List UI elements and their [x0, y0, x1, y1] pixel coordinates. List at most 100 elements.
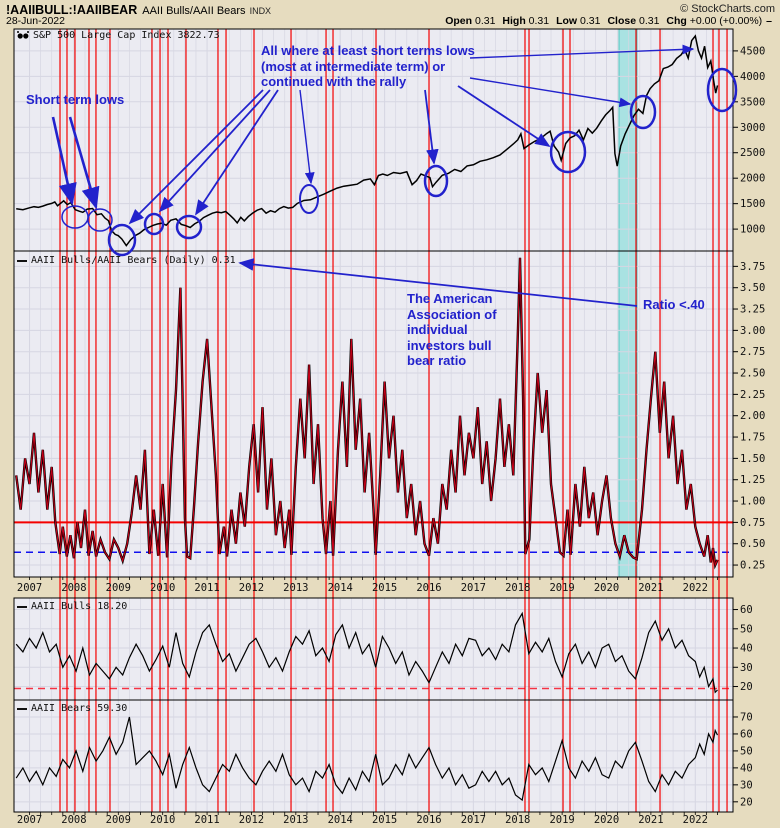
y-tick-label: 40 — [740, 643, 753, 655]
line-sample-icon — [17, 605, 27, 608]
x-year-label: 2010 — [150, 582, 175, 594]
chart-subheader: 28-Jun-2022 Open 0.31 High 0.31 Low 0.31 Cl… — [6, 15, 776, 28]
close-label: Close — [607, 15, 637, 27]
chart-date: 28-Jun-2022 — [6, 15, 65, 27]
x-year-label: 2020 — [594, 814, 619, 826]
x-year-label: 2017 — [461, 814, 486, 826]
bulls-legend: AAII Bulls 18.20 — [17, 601, 127, 612]
chart-header: !AAIIBULL:!AAIIBEAR AAII Bulls/AAII Bears… — [6, 1, 776, 17]
y-tick-label: 40 — [740, 762, 753, 774]
y-tick-label: 3.75 — [740, 261, 765, 273]
y-tick-label: 2.25 — [740, 389, 765, 401]
circled-low-annotation — [423, 164, 449, 198]
y-tick-label: 4500 — [740, 45, 765, 57]
x-year-label: 2022 — [683, 814, 708, 826]
rally-note-line3: continued with the rally — [261, 74, 407, 90]
legend-line-icon: – — [766, 15, 772, 27]
circled-low-annotation — [706, 67, 738, 113]
annotation-arrow — [158, 89, 271, 213]
x-year-label: 2019 — [549, 814, 574, 826]
x-year-label: 2020 — [594, 582, 619, 594]
x-year-label: 2014 — [328, 814, 353, 826]
aaii-note-line3: individual — [407, 322, 468, 338]
low-value: 0.31 — [580, 15, 601, 27]
annotation-arrow — [299, 89, 315, 185]
aaii-note-line5: bear ratio — [407, 353, 467, 369]
x-year-label: 2011 — [194, 582, 219, 594]
y-tick-label: 2.50 — [740, 368, 765, 380]
x-year-label: 2009 — [106, 814, 131, 826]
close-value: 0.31 — [638, 15, 660, 27]
x-year-label: 2018 — [505, 582, 530, 594]
line-sample-icon — [17, 259, 27, 262]
circled-low-annotation — [143, 212, 165, 236]
y-tick-label: 3.25 — [740, 304, 765, 316]
y-tick-label: 70 — [740, 711, 753, 723]
x-year-label: 2016 — [416, 814, 441, 826]
circled-low-annotation — [107, 223, 137, 257]
chg-value: +0.00 (+0.00%) — [689, 15, 763, 27]
ratio-threshold-note: Ratio <.40 — [643, 297, 705, 312]
annotation-arrow — [128, 89, 264, 225]
sp500-legend: S&P 500 Large Cap Index 3822.73 — [17, 30, 220, 41]
y-tick-label: 0.75 — [740, 517, 765, 529]
y-tick-label: 50 — [740, 623, 753, 635]
x-year-label: 2015 — [372, 814, 397, 826]
symbol-exchange: INDX — [249, 6, 272, 16]
annotation-arrow — [457, 85, 551, 147]
y-tick-label: 4000 — [740, 71, 765, 83]
annotation-arrow — [424, 89, 439, 165]
x-year-label: 2016 — [416, 582, 441, 594]
y-tick-label: 50 — [740, 745, 753, 757]
price-series — [15, 716, 719, 802]
annotation-arrow — [195, 89, 279, 216]
rally-note-line1: All where at least short terms lows — [261, 43, 475, 58]
circled-low-annotation — [299, 184, 319, 214]
covid-highlight-band — [618, 250, 638, 578]
x-year-label: 2019 — [549, 582, 574, 594]
y-tick-label: 1.25 — [740, 474, 765, 486]
x-year-label: 2014 — [328, 582, 353, 594]
ratio-legend: AAII Bulls/AAII Bears (Daily) 0.31 — [17, 255, 236, 266]
y-tick-label: 1.50 — [740, 453, 765, 465]
x-year-label: 2007 — [17, 582, 42, 594]
x-year-label: 2009 — [106, 582, 131, 594]
y-tick-label: 30 — [740, 779, 753, 791]
y-tick-label: 1500 — [740, 198, 765, 210]
price-series — [15, 611, 718, 694]
annotation-arrow — [469, 44, 695, 59]
aaii-definition-note: The American Association of individual i… — [407, 291, 497, 369]
line-sample-icon — [17, 707, 27, 710]
annotation-arrow — [238, 258, 638, 307]
rally-note: All where at least short terms lows (mos… — [261, 43, 475, 90]
covid-highlight-band — [618, 28, 638, 252]
y-tick-label: 3500 — [740, 96, 765, 108]
y-tick-label: 20 — [740, 681, 753, 693]
stockcharts-copyright: © StockCharts.com — [680, 3, 775, 15]
x-year-label: 2013 — [283, 814, 308, 826]
circled-low-annotation — [549, 130, 587, 174]
x-year-label: 2012 — [239, 582, 264, 594]
annotation-arrow — [68, 116, 100, 210]
y-tick-label: 1000 — [740, 224, 765, 236]
low-label: Low — [556, 15, 578, 27]
x-year-label: 2008 — [61, 814, 86, 826]
x-year-label: 2015 — [372, 582, 397, 594]
y-tick-label: 2000 — [740, 173, 765, 185]
y-tick-label: 60 — [740, 728, 753, 740]
x-year-label: 2021 — [638, 814, 663, 826]
y-tick-label: 0.50 — [740, 538, 765, 550]
x-year-label: 2021 — [638, 582, 663, 594]
x-year-label: 2008 — [61, 582, 86, 594]
y-tick-label: 30 — [740, 662, 753, 674]
x-year-label: 2007 — [17, 814, 42, 826]
rally-note-line2: (most at intermediate term) or — [261, 58, 446, 74]
bears-legend-label: AAII Bears 59.30 — [31, 703, 128, 714]
symbol-ticker: !AAIIBULL:!AAIIBEAR — [6, 3, 138, 17]
chartbook-glasses-icon — [17, 31, 29, 39]
y-tick-label: 3.50 — [740, 282, 765, 294]
aaii-note-line4: investors bull — [407, 337, 492, 353]
bears-legend: AAII Bears 59.30 — [17, 703, 127, 714]
y-tick-label: 0.25 — [740, 560, 765, 572]
